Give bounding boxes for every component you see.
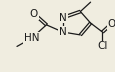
Text: Cl: Cl	[96, 41, 107, 51]
Text: O: O	[106, 19, 115, 29]
Text: HN: HN	[24, 33, 39, 43]
Text: N: N	[58, 13, 66, 23]
Text: O: O	[30, 9, 38, 19]
Text: N: N	[58, 27, 66, 37]
